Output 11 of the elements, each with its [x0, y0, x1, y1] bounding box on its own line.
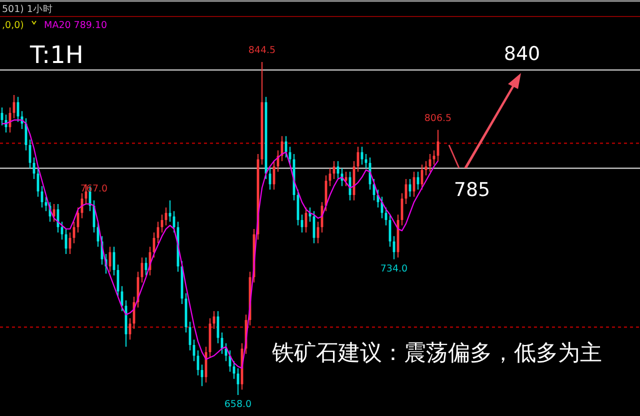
ref-line-label: 840 [504, 43, 540, 66]
annotation: 844.5 [248, 45, 276, 56]
text: MA20 789.10 [44, 20, 108, 31]
annotation: 658.0 [224, 399, 252, 410]
text: ,0,0) [2, 20, 24, 31]
annotation: 铁矿石建议：震荡偏多，低多为主 [271, 341, 602, 366]
annotation: 806.5 [424, 112, 452, 124]
text: 501) 1小时 [2, 3, 53, 15]
ref-line-label: 785 [454, 179, 490, 202]
annotation: 734.0 [380, 263, 408, 274]
annotation: T:1H [29, 41, 84, 69]
